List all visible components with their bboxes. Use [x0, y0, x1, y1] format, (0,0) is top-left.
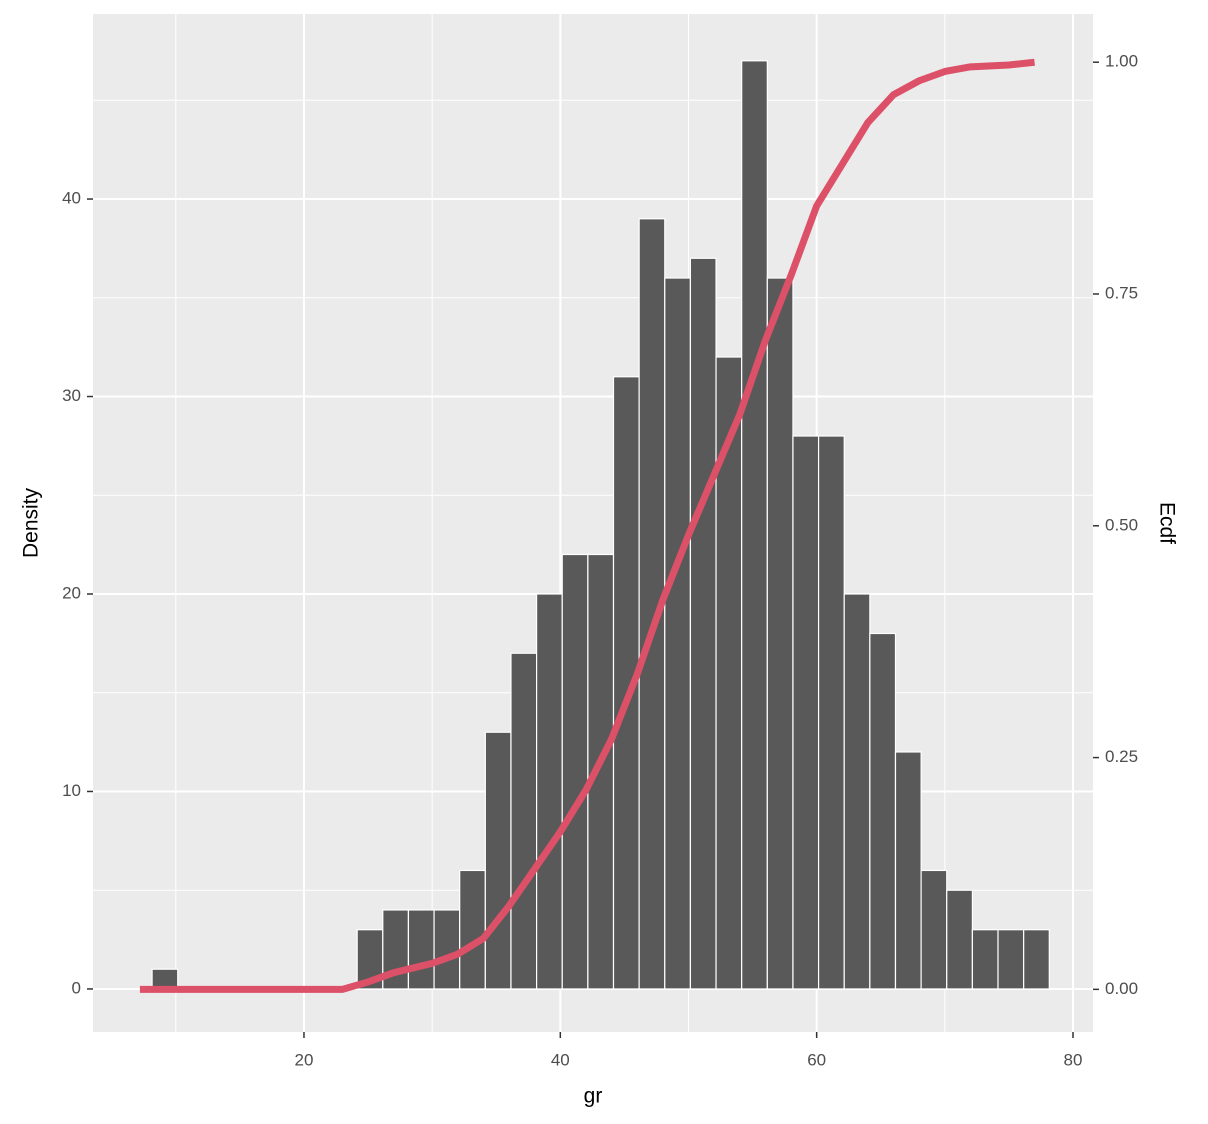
bar	[843, 593, 871, 990]
bar	[484, 731, 512, 990]
y-tick-label: 0	[72, 978, 81, 997]
bar	[920, 869, 948, 990]
x-tick-label: 40	[551, 1050, 570, 1069]
bar	[561, 553, 589, 990]
marks	[139, 58, 1050, 993]
y2-tick-label: 1.00	[1105, 52, 1138, 71]
bar	[817, 435, 845, 990]
bar	[715, 356, 743, 990]
bar	[459, 869, 486, 990]
bar	[997, 929, 1025, 990]
y2-tick-label: 0.50	[1105, 515, 1138, 534]
bar	[689, 257, 717, 990]
y2-tick-label: 0.25	[1105, 747, 1138, 766]
bar	[664, 277, 692, 990]
y2-tick-label: 0.75	[1105, 283, 1138, 302]
bar	[536, 593, 563, 990]
y-tick-label: 20	[62, 583, 81, 602]
y2-tick-label: 0.00	[1105, 979, 1138, 998]
y2-axis-title: Ecdf	[1155, 502, 1178, 544]
y-tick-label: 30	[62, 386, 81, 405]
bar	[894, 751, 922, 990]
bar	[869, 632, 897, 990]
x-axis-title: gr	[584, 1085, 603, 1108]
y-tick-label: 40	[62, 189, 81, 208]
bar	[946, 889, 973, 990]
bar	[741, 60, 768, 990]
x-tick-label: 80	[1064, 1050, 1083, 1069]
bar	[1023, 929, 1050, 990]
bar	[433, 909, 461, 990]
bar	[510, 652, 538, 990]
bar	[407, 909, 435, 990]
x-tick-label: 20	[295, 1050, 314, 1069]
bar	[971, 929, 999, 990]
bar	[766, 277, 794, 990]
bar	[792, 435, 820, 990]
y-tick-label: 10	[62, 781, 81, 800]
y-axis-title: Density	[20, 487, 43, 558]
ecdf-line	[139, 58, 1035, 993]
x-tick-label: 60	[807, 1050, 826, 1069]
